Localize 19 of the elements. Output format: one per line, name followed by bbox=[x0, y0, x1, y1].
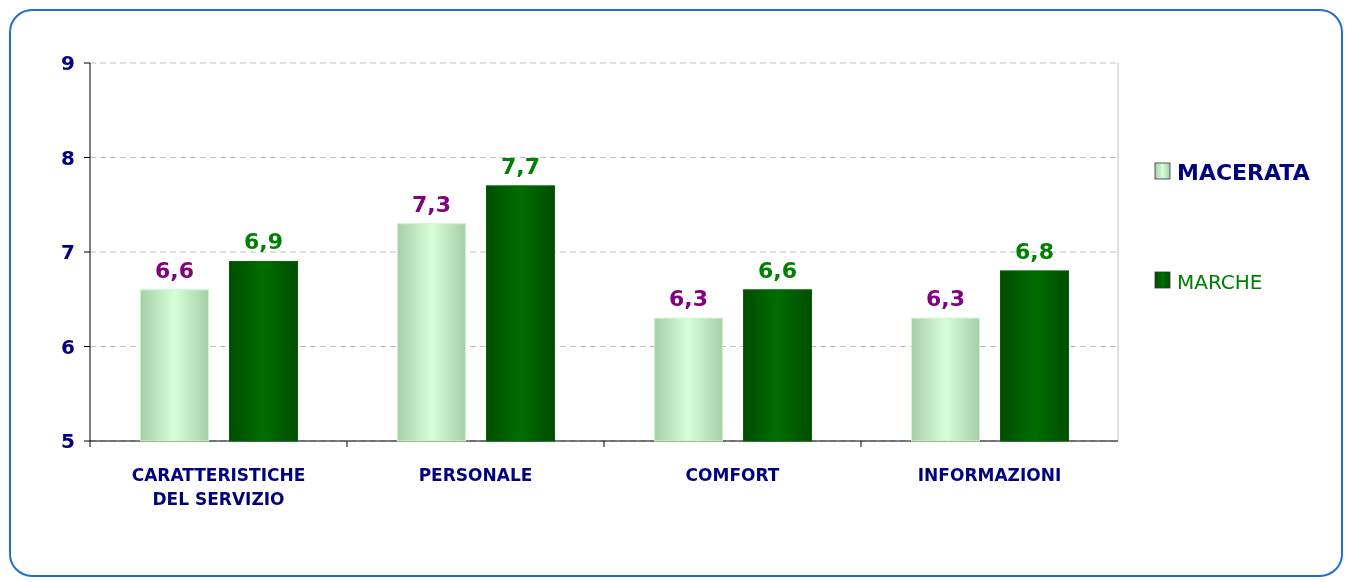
y-tick-label: 7 bbox=[61, 240, 75, 264]
x-tick-label: CARATTERISTICHE DEL SERVIZIO bbox=[131, 465, 306, 509]
y-tick-label: 9 bbox=[61, 51, 75, 75]
data-label: 6,6 bbox=[155, 257, 194, 283]
legend-label: MACERATA bbox=[1177, 160, 1310, 185]
data-label: 6,3 bbox=[926, 286, 965, 312]
x-tick-label: PERSONALE bbox=[418, 465, 533, 485]
y-tick-label: 6 bbox=[61, 334, 75, 359]
x-tick-label: COMFORT bbox=[685, 465, 780, 485]
data-label: 7,7 bbox=[501, 153, 540, 179]
data-label: 6,3 bbox=[669, 286, 708, 312]
y-tick-label: 8 bbox=[61, 145, 75, 170]
data-label: 6,9 bbox=[244, 229, 283, 255]
data-label: 7,3 bbox=[412, 191, 451, 217]
data-label: 6,8 bbox=[1015, 238, 1054, 264]
data-label: 6,6 bbox=[758, 257, 797, 283]
legend-label: MARCHE bbox=[1177, 270, 1263, 294]
x-tick-label: INFORMAZIONI bbox=[917, 465, 1062, 485]
y-tick-label: 5 bbox=[61, 429, 75, 453]
